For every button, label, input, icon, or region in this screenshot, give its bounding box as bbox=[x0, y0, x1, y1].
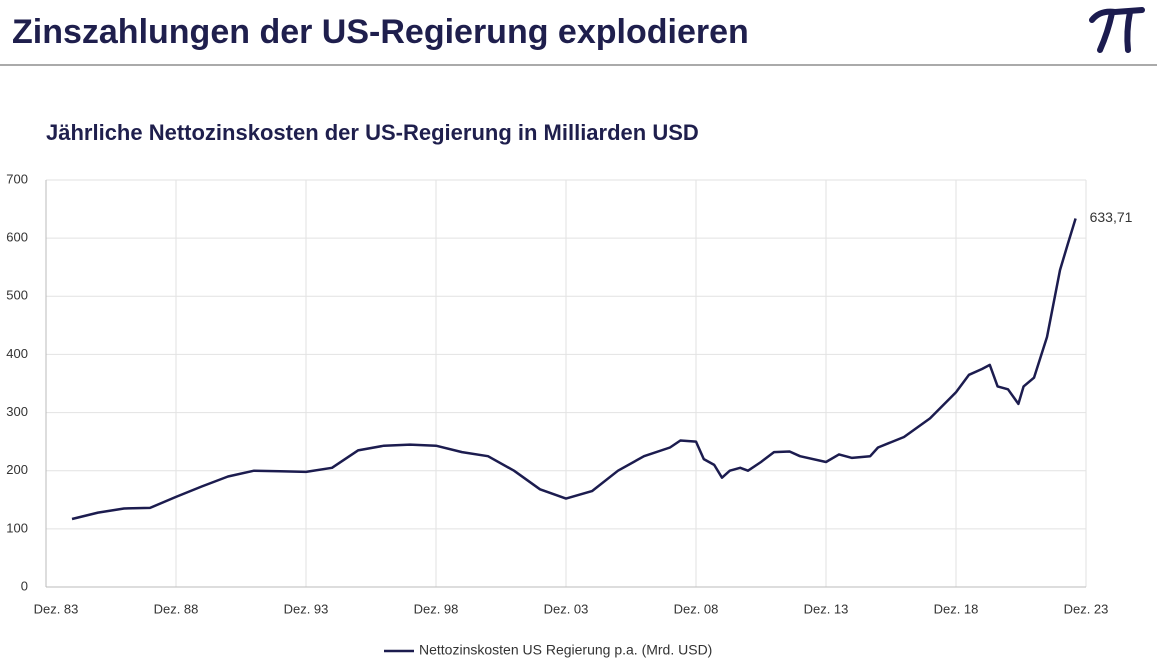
chart-title: Zinszahlungen der US-Regierung explodier… bbox=[12, 13, 749, 51]
x-tick-label: Dez. 88 bbox=[154, 601, 199, 616]
y-tick-label: 600 bbox=[6, 230, 28, 245]
x-tick-label: Dez. 98 bbox=[414, 601, 459, 616]
x-tick-label: Dez. 23 bbox=[1064, 601, 1109, 616]
y-tick-label: 500 bbox=[6, 288, 28, 303]
chart-subtitle: Jährliche Nettozinskosten der US-Regieru… bbox=[46, 120, 699, 145]
y-tick-label: 200 bbox=[6, 462, 28, 477]
y-tick-label: 300 bbox=[6, 404, 28, 419]
line bbox=[71, 218, 1077, 521]
y-tick-label: 100 bbox=[6, 520, 28, 535]
x-tick-label: Dez. 83 bbox=[34, 601, 79, 616]
x-tick-label: Dez. 08 bbox=[674, 601, 719, 616]
x-tick-label: Dez. 13 bbox=[804, 601, 849, 616]
logo bbox=[1089, 7, 1145, 53]
x-tick-label: Dez. 93 bbox=[284, 601, 329, 616]
x-tick-label: Dez. 03 bbox=[544, 601, 589, 616]
y-tick-label: 400 bbox=[6, 346, 28, 361]
y-tick-label: 700 bbox=[6, 171, 28, 186]
x-tick-label: Dez. 18 bbox=[934, 601, 979, 616]
y-tick-label: 0 bbox=[21, 578, 28, 593]
data-label: 633,71 bbox=[1090, 209, 1133, 225]
legend-label: Nettozinskosten US Regierung p.a. (Mrd. … bbox=[419, 642, 712, 658]
